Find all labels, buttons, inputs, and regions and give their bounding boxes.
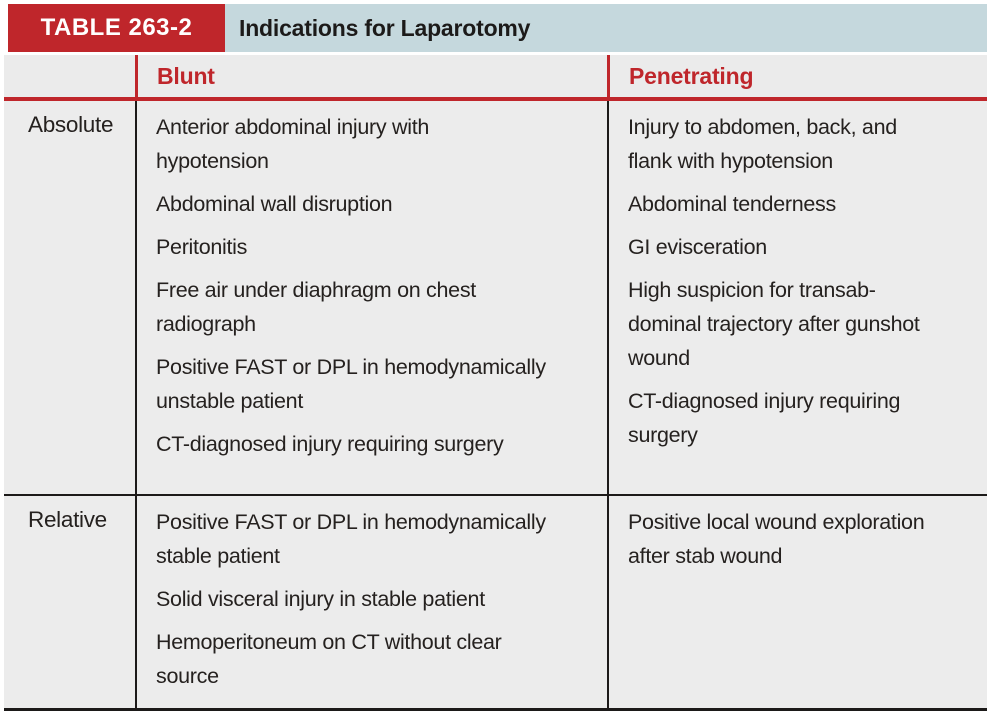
- indication-item: Abdominal tenderness: [628, 192, 836, 216]
- corner-cell: [4, 55, 135, 97]
- indication-item: Positive local wound exploration after s…: [628, 510, 925, 568]
- indication-item: Solid visceral injury in stable patient: [156, 587, 485, 611]
- column-header-penetrating: Penetrating: [607, 55, 987, 97]
- table-row-absolute: Absolute Anterior abdominal injury with …: [4, 101, 987, 494]
- table-row-relative: Relative Positive FAST or DPL in hemodyn…: [4, 494, 987, 708]
- row-label-relative: Relative: [28, 507, 107, 532]
- cell-absolute-penetrating: Injury to abdomen, back, and flank with …: [607, 101, 987, 494]
- indication-item: Hemoperitoneum on CT without clear sourc…: [156, 630, 502, 688]
- indication-item: CT-diagnosed injury requiring surgery: [628, 389, 901, 447]
- cell-relative-penetrating: Positive local wound exploration after s…: [607, 496, 987, 708]
- cell-absolute-blunt: Anterior abdominal injury with hypotensi…: [135, 101, 607, 494]
- indication-item: Peritonitis: [156, 235, 248, 259]
- column-header-row: Blunt Penetrating: [4, 55, 987, 101]
- indication-item: Positive FAST or DPL in hemodynamically …: [156, 355, 546, 413]
- cell-relative-blunt: Positive FAST or DPL in hemodynamically …: [135, 496, 607, 708]
- indication-item: Positive FAST or DPL in hemodynamically …: [156, 510, 546, 568]
- indication-item: Free air under diaphragm on chest radiog…: [156, 278, 476, 336]
- table-body: Absolute Anterior abdominal injury with …: [4, 101, 987, 711]
- indication-item: Abdominal wall disruption: [156, 192, 393, 216]
- indication-item: Anterior abdominal injury with hypotensi…: [156, 115, 430, 173]
- indication-item: GI evisceration: [628, 235, 767, 259]
- indication-item: High suspicion for transab- dominal traj…: [628, 278, 920, 370]
- column-header-blunt: Blunt: [135, 55, 607, 97]
- table-title: Indications for Laparotomy: [225, 4, 987, 52]
- indication-item: CT-diagnosed injury requiring surgery: [156, 432, 504, 456]
- indication-item: Injury to abdomen, back, and flank with …: [628, 115, 897, 173]
- table-titlebar: TABLE 263-2 Indications for Laparotomy: [4, 4, 987, 52]
- row-label-absolute: Absolute: [28, 112, 114, 137]
- table-number-badge: TABLE 263-2: [8, 4, 225, 52]
